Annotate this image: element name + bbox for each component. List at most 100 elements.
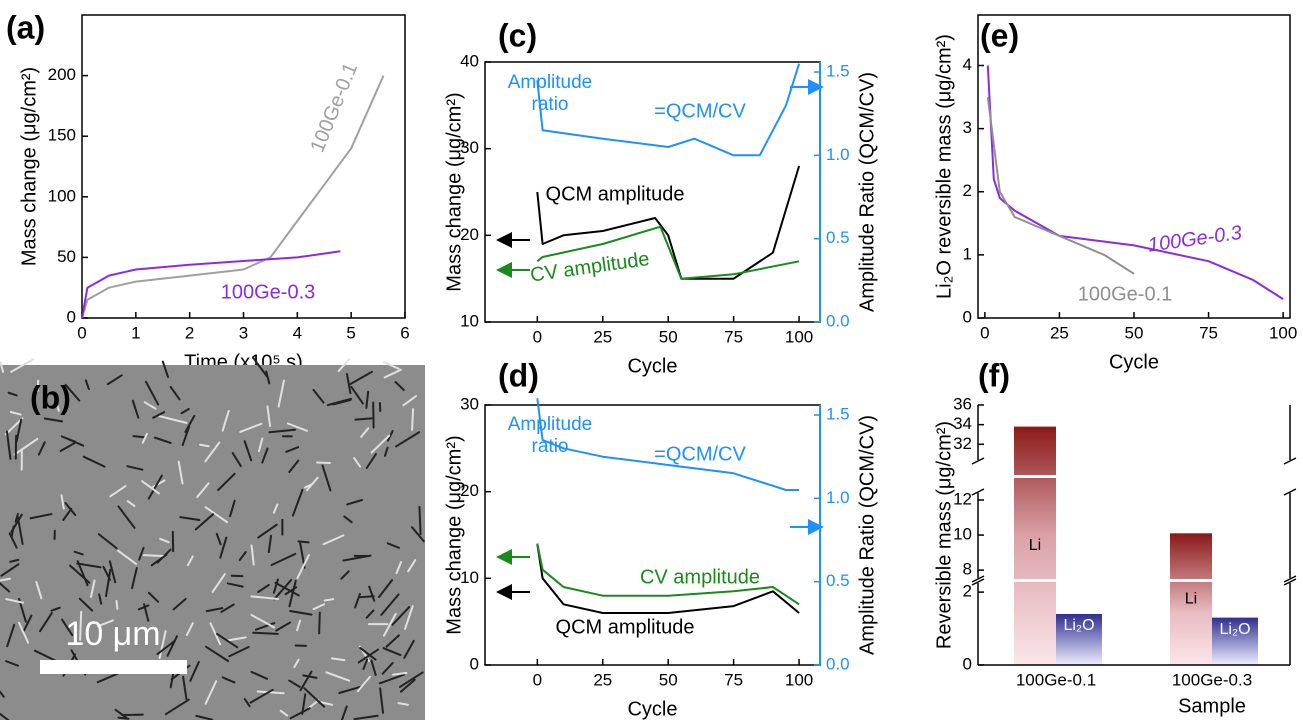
y2-axis-label: Amplitude Ratio (QCM/CV) [856, 72, 878, 312]
panel-label: (a) [6, 9, 45, 45]
x-axis-label: Cycle [1109, 351, 1159, 373]
y-tick-label: 30 [460, 394, 479, 413]
series-label: Amplitude ratio [495, 414, 605, 458]
y-tick-label: 2 [963, 181, 972, 200]
scale-bar-label: 10 μm [65, 615, 160, 653]
texture [412, 409, 413, 430]
texture [360, 596, 374, 597]
x-tick-label: 100Ge-0.1 [1016, 670, 1096, 689]
panel-label: (e) [980, 17, 1019, 53]
y2-tick-label: 1.5 [826, 404, 850, 423]
y-tick-label: 0 [67, 307, 76, 326]
bar-label: Li₂O [1219, 621, 1250, 638]
texture [117, 601, 118, 609]
scale-bar [40, 660, 187, 674]
y-axis-label: Li₂O reversible mass (μg/cm²) [933, 34, 955, 299]
series-label: 100Ge-0.1 [1078, 283, 1173, 305]
y-tick-label: 2 [963, 582, 972, 601]
y-tick-label: 10 [460, 311, 479, 330]
y-tick-label: 3 [963, 118, 972, 137]
texture [356, 418, 372, 419]
panel-label: (b) [30, 379, 71, 415]
bar-label: Li [1185, 590, 1197, 607]
y-tick-label: 12 [953, 489, 972, 508]
y2-tick-label: 0.0 [826, 654, 850, 673]
y-axis-label: Mass change (μg/cm²) [18, 67, 40, 266]
x-tick-label: 75 [1199, 323, 1218, 342]
x-tick-label: 0 [533, 327, 542, 346]
x-axis-label: Cycle [627, 698, 677, 720]
x-tick-label: 50 [659, 670, 678, 689]
x-axis-label: Cycle [627, 355, 677, 377]
y-tick-label: 32 [953, 434, 972, 453]
panel-label: (d) [498, 357, 539, 393]
x-tick-label: 0 [533, 670, 542, 689]
y2-tick-label: 1.5 [826, 61, 850, 80]
x-tick-label: 75 [724, 327, 743, 346]
y-tick-label: 34 [953, 414, 972, 433]
x-tick-label: 6 [400, 323, 409, 342]
x-tick-label: 100 [785, 327, 813, 346]
x-tick-label: 50 [659, 327, 678, 346]
y-axis-label: Mass change (μg/cm²) [443, 435, 465, 634]
ratio-formula: =QCM/CV [654, 443, 746, 465]
x-tick-label: 100 [785, 670, 813, 689]
y2-tick-label: 1.0 [826, 145, 850, 164]
y-tick-label: 100 [48, 186, 76, 205]
bar-label: Li₂O [1063, 617, 1094, 634]
ratio-formula: =QCM/CV [654, 100, 746, 122]
y-tick-label: 8 [963, 560, 972, 579]
series-label-box: Amplitude ratio [495, 72, 615, 122]
x-tick-label: 3 [239, 323, 248, 342]
y-tick-label: 50 [57, 247, 76, 266]
panel-label: (c) [498, 17, 537, 53]
series-label-box: Amplitude ratio [495, 414, 615, 464]
y-tick-label: 0 [963, 307, 972, 326]
y-tick-label: 40 [460, 51, 479, 70]
x-tick-label: 75 [724, 670, 743, 689]
texture [144, 555, 163, 556]
panel-label: (f) [978, 357, 1010, 393]
y-tick-label: 200 [48, 65, 76, 84]
series-label: QCM amplitude [556, 616, 695, 638]
y-tick-label: 1 [963, 244, 972, 263]
series-label: 100Ge-0.3 [221, 281, 316, 303]
y-tick-label: 4 [963, 55, 972, 74]
x-tick-label: 25 [1050, 323, 1069, 342]
x-tick-label: 1 [131, 323, 140, 342]
x-tick-label: 0 [77, 323, 86, 342]
series-label: 100Ge-0.3 [1147, 222, 1244, 257]
x-tick-label: 100Ge-0.3 [1172, 670, 1252, 689]
y2-tick-label: 0.5 [826, 228, 850, 247]
texture [319, 613, 320, 634]
series-label: QCM amplitude [546, 183, 685, 205]
bar-label: Li [1029, 537, 1041, 554]
x-tick-label: 25 [593, 670, 612, 689]
x-tick-label: 2 [185, 323, 194, 342]
series-label: Amplitude ratio [495, 72, 605, 116]
x-tick-label: 25 [593, 327, 612, 346]
texture [419, 507, 420, 534]
series-line [988, 97, 1134, 274]
plot-frame [82, 15, 405, 318]
x-tick-label: 5 [346, 323, 355, 342]
x-tick-label: 4 [293, 323, 302, 342]
texture [325, 599, 334, 600]
break-band [979, 475, 1289, 478]
y2-tick-label: 0.0 [826, 311, 850, 330]
series-line [988, 66, 1283, 300]
x-tick-label: 100 [1269, 323, 1297, 342]
break-band [979, 579, 1289, 582]
x-tick-label: 0 [980, 323, 989, 342]
y-axis-label: Mass change (μg/cm²) [443, 92, 465, 291]
y-tick-label: 0 [963, 654, 972, 673]
plot-frame [978, 15, 1290, 318]
series-label: CV amplitude [529, 248, 651, 286]
y-tick-label: 36 [953, 394, 972, 413]
y2-tick-label: 0.5 [826, 571, 850, 590]
x-tick-label: 50 [1125, 323, 1144, 342]
series-label: CV amplitude [640, 566, 760, 588]
texture [253, 633, 277, 634]
y2-tick-label: 1.0 [826, 488, 850, 507]
